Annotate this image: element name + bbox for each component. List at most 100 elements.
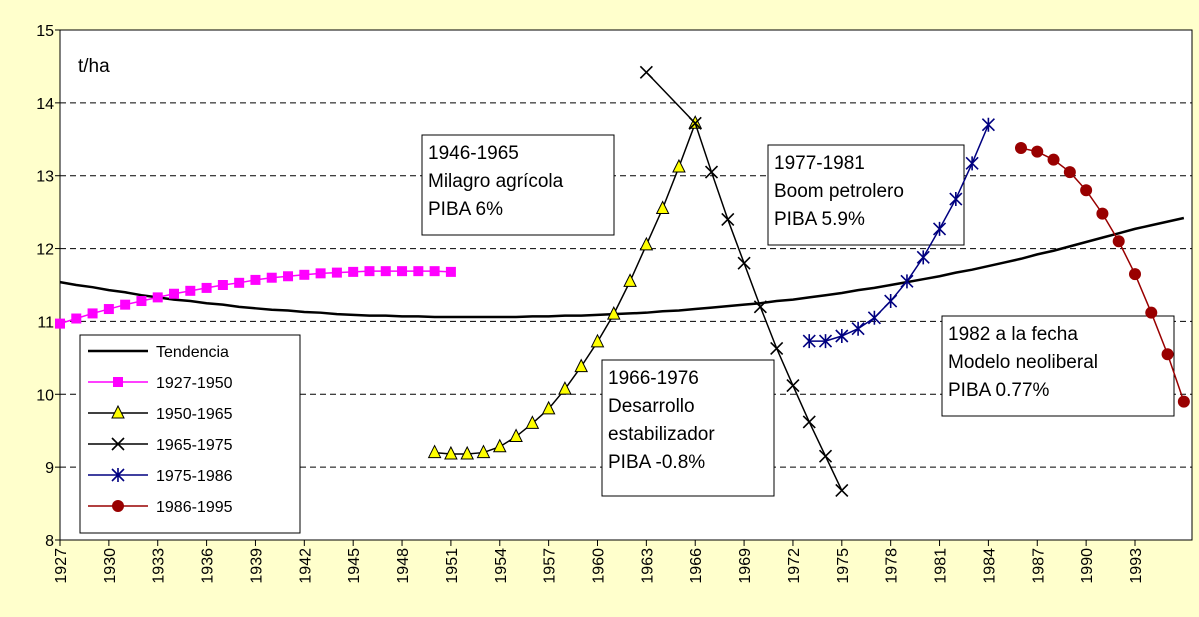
point bbox=[234, 277, 245, 288]
annotation-text: Modelo neoliberal bbox=[948, 352, 1098, 373]
point bbox=[541, 400, 556, 415]
point bbox=[1128, 268, 1141, 281]
x-tick-label: 1969 bbox=[737, 548, 754, 584]
point bbox=[851, 321, 865, 336]
x-tick-label: 1927 bbox=[53, 548, 70, 584]
annotation-text: Milagro agrícola bbox=[428, 171, 564, 192]
point bbox=[250, 274, 261, 285]
x-tick-label: 1963 bbox=[639, 548, 656, 584]
x-tick-label: 1987 bbox=[1030, 548, 1047, 584]
annotation-text: 1977-1981 bbox=[774, 153, 865, 174]
point bbox=[380, 266, 391, 277]
point bbox=[802, 334, 816, 349]
point bbox=[818, 334, 833, 349]
x-tick-label: 1966 bbox=[688, 548, 705, 584]
point bbox=[1063, 166, 1076, 179]
point bbox=[315, 268, 326, 279]
point bbox=[1014, 142, 1027, 155]
legend-marker bbox=[111, 404, 125, 419]
y-tick-label: 10 bbox=[36, 387, 54, 404]
point bbox=[786, 378, 800, 393]
point bbox=[835, 483, 849, 498]
x-tick-label: 1981 bbox=[933, 548, 950, 584]
y-tick-label: 14 bbox=[36, 96, 54, 113]
point bbox=[283, 271, 294, 282]
x-tick-label: 1972 bbox=[786, 548, 803, 584]
point bbox=[364, 266, 375, 277]
point bbox=[201, 282, 212, 293]
legend-marker bbox=[111, 437, 125, 451]
point bbox=[900, 274, 914, 289]
x-tick-label: 1939 bbox=[248, 548, 265, 584]
annotation-box bbox=[941, 315, 1175, 417]
point bbox=[737, 256, 751, 270]
point bbox=[509, 428, 523, 443]
x-tick-label: 1951 bbox=[444, 548, 461, 584]
point bbox=[348, 266, 359, 277]
point bbox=[639, 65, 653, 79]
point bbox=[1161, 348, 1174, 361]
plot-border bbox=[59, 29, 1193, 541]
point bbox=[688, 116, 702, 130]
point bbox=[55, 318, 65, 329]
legend-marker bbox=[113, 377, 123, 387]
point bbox=[120, 299, 131, 310]
annotation-box bbox=[421, 134, 615, 236]
annotation-box bbox=[767, 144, 965, 246]
point bbox=[590, 333, 605, 348]
x-tick-label: 1948 bbox=[395, 548, 412, 584]
x-tick-label: 1957 bbox=[542, 548, 559, 584]
point bbox=[770, 341, 784, 355]
y-tick-label: 9 bbox=[45, 460, 54, 477]
point bbox=[932, 221, 947, 236]
point bbox=[558, 381, 572, 395]
point bbox=[721, 212, 735, 226]
point bbox=[299, 269, 310, 280]
x-tick-label: 1978 bbox=[884, 548, 901, 584]
x-tick-label: 1993 bbox=[1128, 548, 1145, 584]
point bbox=[1031, 145, 1044, 158]
y-tick-label: 12 bbox=[36, 242, 54, 259]
point bbox=[152, 292, 163, 303]
point bbox=[753, 300, 767, 314]
point bbox=[444, 445, 458, 460]
point bbox=[1047, 153, 1060, 166]
annotation-text: PIBA 0.77% bbox=[948, 380, 1050, 401]
point bbox=[169, 288, 180, 299]
annotation-text: estabilizador bbox=[608, 424, 715, 445]
point bbox=[606, 306, 621, 320]
annotation-text: 1982 a la fecha bbox=[948, 324, 1078, 345]
annotation-text: PIBA 6% bbox=[428, 199, 503, 220]
legend-label: 1927-1950 bbox=[156, 375, 233, 392]
point bbox=[1080, 184, 1093, 197]
point bbox=[397, 266, 408, 277]
point bbox=[185, 285, 196, 296]
legend-box bbox=[79, 334, 301, 534]
point bbox=[704, 165, 719, 179]
series-line bbox=[809, 124, 990, 342]
legend-label: 1986-1995 bbox=[156, 499, 233, 516]
annotation-text: 1946-1965 bbox=[428, 143, 519, 164]
annotation-text: PIBA -0.8% bbox=[608, 452, 705, 473]
point bbox=[525, 415, 540, 429]
legend-label: 1975-1986 bbox=[156, 468, 233, 485]
point bbox=[445, 266, 456, 277]
point bbox=[884, 294, 898, 309]
point bbox=[1096, 207, 1109, 220]
point bbox=[672, 158, 686, 173]
legend-label: 1950-1965 bbox=[156, 406, 233, 423]
point bbox=[574, 358, 589, 373]
x-tick-label: 1990 bbox=[1079, 548, 1096, 584]
legend-label: 1965-1975 bbox=[156, 437, 233, 454]
y-tick-label: 8 bbox=[45, 533, 54, 550]
point bbox=[136, 296, 147, 307]
series-line bbox=[59, 216, 1185, 319]
y-tick-label: 13 bbox=[36, 169, 54, 186]
point bbox=[429, 266, 440, 277]
x-tick-label: 1945 bbox=[346, 548, 363, 584]
x-tick-label: 1930 bbox=[102, 548, 119, 584]
point bbox=[623, 273, 637, 287]
y-tick-label: 15 bbox=[36, 23, 54, 40]
legend-marker bbox=[112, 500, 124, 512]
